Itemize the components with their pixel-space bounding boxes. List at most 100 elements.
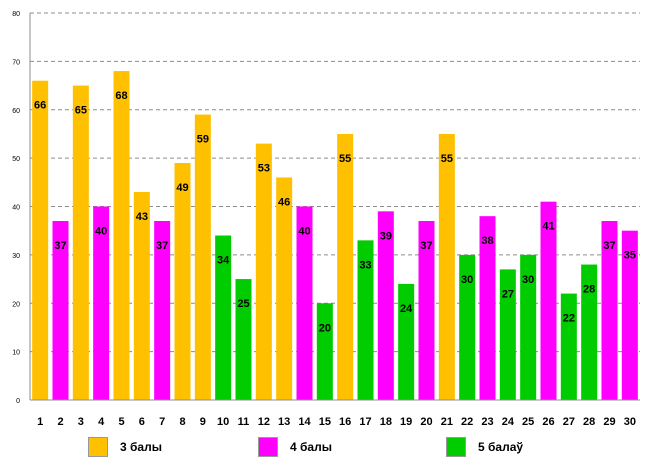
legend-item-4: 4 балы xyxy=(258,436,332,458)
y-tick-label: 80 xyxy=(12,11,20,18)
data-label: 22 xyxy=(563,313,575,325)
bar xyxy=(357,240,374,400)
x-tick-label: 19 xyxy=(400,416,412,428)
bar xyxy=(438,133,455,400)
bar xyxy=(459,254,476,400)
x-tick-label: 28 xyxy=(583,416,595,428)
x-tick-label: 27 xyxy=(563,416,575,428)
bar xyxy=(398,283,415,400)
y-tick-label: 30 xyxy=(12,253,20,260)
bar xyxy=(581,264,598,400)
x-tick-label: 5 xyxy=(118,416,124,428)
bar xyxy=(560,293,577,400)
bars xyxy=(32,71,638,401)
data-label: 40 xyxy=(298,226,310,238)
x-tick-label: 1 xyxy=(37,416,43,428)
bar xyxy=(337,133,354,400)
legend-label-4: 4 балы xyxy=(290,440,332,454)
x-tick-label: 9 xyxy=(200,416,206,428)
data-labels: 66 37 65 40 68 43 37 49 59 34 25 53 46 40 20 55 33 39 24 37… xyxy=(34,90,636,334)
y-tick-label: 60 xyxy=(12,108,20,115)
bar xyxy=(255,143,272,401)
x-tick-label: 10 xyxy=(217,416,229,428)
data-label: 39 xyxy=(380,230,392,242)
legend-item-3: 3 балы xyxy=(88,436,162,458)
x-tick-label: 20 xyxy=(420,416,432,428)
y-tick-label: 40 xyxy=(12,205,20,212)
x-tick-label: 4 xyxy=(98,416,105,428)
bar xyxy=(215,235,232,400)
x-tick-label: 7 xyxy=(159,416,165,428)
x-tick-label: 6 xyxy=(139,416,145,428)
x-tick-label: 29 xyxy=(603,416,615,428)
bar xyxy=(418,221,435,400)
axes xyxy=(29,13,640,401)
gridlines xyxy=(30,12,640,353)
x-tick-label: 22 xyxy=(461,416,473,428)
bar xyxy=(499,269,516,400)
data-label: 53 xyxy=(258,163,270,175)
y-tick-label: 10 xyxy=(12,350,20,357)
legend-item-5: 5 балаў xyxy=(446,436,523,458)
x-tick-label: 13 xyxy=(278,416,290,428)
x-tick-label: 8 xyxy=(179,416,185,428)
legend-swatch-4 xyxy=(258,437,278,457)
legend-swatch-3 xyxy=(88,437,108,457)
x-tick-label: 25 xyxy=(522,416,534,428)
y-tick-labels: 0 10 20 30 40 50 60 70 80 xyxy=(12,11,20,405)
data-label: 38 xyxy=(481,235,493,247)
y-tick-label: 70 xyxy=(12,59,20,66)
legend-swatch-5 xyxy=(446,437,466,457)
legend-label-3: 3 балы xyxy=(120,440,162,454)
y-tick-label: 0 xyxy=(16,398,20,405)
x-tick-label: 14 xyxy=(298,416,311,428)
bar xyxy=(316,303,333,400)
data-label: 43 xyxy=(136,211,148,223)
x-tick-label: 26 xyxy=(542,416,554,428)
bar xyxy=(52,221,69,400)
x-tick-label: 23 xyxy=(481,416,493,428)
x-tick-label: 2 xyxy=(57,416,63,428)
bar xyxy=(174,162,191,400)
bar xyxy=(235,279,252,400)
data-label: 55 xyxy=(339,153,351,165)
data-label: 49 xyxy=(176,182,188,194)
x-tick-label: 24 xyxy=(502,416,515,428)
bar xyxy=(377,211,394,400)
data-label: 41 xyxy=(542,221,554,233)
x-tick-label: 15 xyxy=(319,416,331,428)
bar xyxy=(72,85,89,400)
bar xyxy=(194,114,211,401)
bar xyxy=(93,206,110,400)
data-label: 35 xyxy=(624,250,636,262)
data-label: 25 xyxy=(237,298,249,310)
data-label: 34 xyxy=(217,255,230,267)
y-tick-label: 50 xyxy=(12,156,20,163)
data-label: 65 xyxy=(75,105,87,117)
y-tick-label: 20 xyxy=(12,301,20,308)
data-label: 28 xyxy=(583,284,595,296)
data-label: 59 xyxy=(197,134,209,146)
data-label: 68 xyxy=(115,90,127,102)
bar xyxy=(276,177,293,400)
bar xyxy=(520,254,537,400)
data-label: 30 xyxy=(522,274,534,286)
data-label: 37 xyxy=(156,240,168,252)
data-label: 37 xyxy=(603,240,615,252)
bar xyxy=(479,216,496,400)
bar xyxy=(154,221,171,400)
data-label: 66 xyxy=(34,100,46,112)
bar xyxy=(133,191,150,400)
bar xyxy=(296,206,313,400)
data-label: 37 xyxy=(54,240,66,252)
x-tick-label: 30 xyxy=(624,416,636,428)
data-label: 20 xyxy=(319,322,331,334)
data-label: 27 xyxy=(502,288,514,300)
bar xyxy=(32,80,49,400)
x-tick-label: 3 xyxy=(78,416,84,428)
x-tick-label: 18 xyxy=(380,416,392,428)
data-label: 55 xyxy=(441,153,453,165)
data-label: 24 xyxy=(400,303,413,315)
x-tick-labels: 1 2 3 4 5 6 7 8 9 10 11 12 13 14 15 16 17 18 19 20 21 22 23 24 2… xyxy=(37,416,636,428)
